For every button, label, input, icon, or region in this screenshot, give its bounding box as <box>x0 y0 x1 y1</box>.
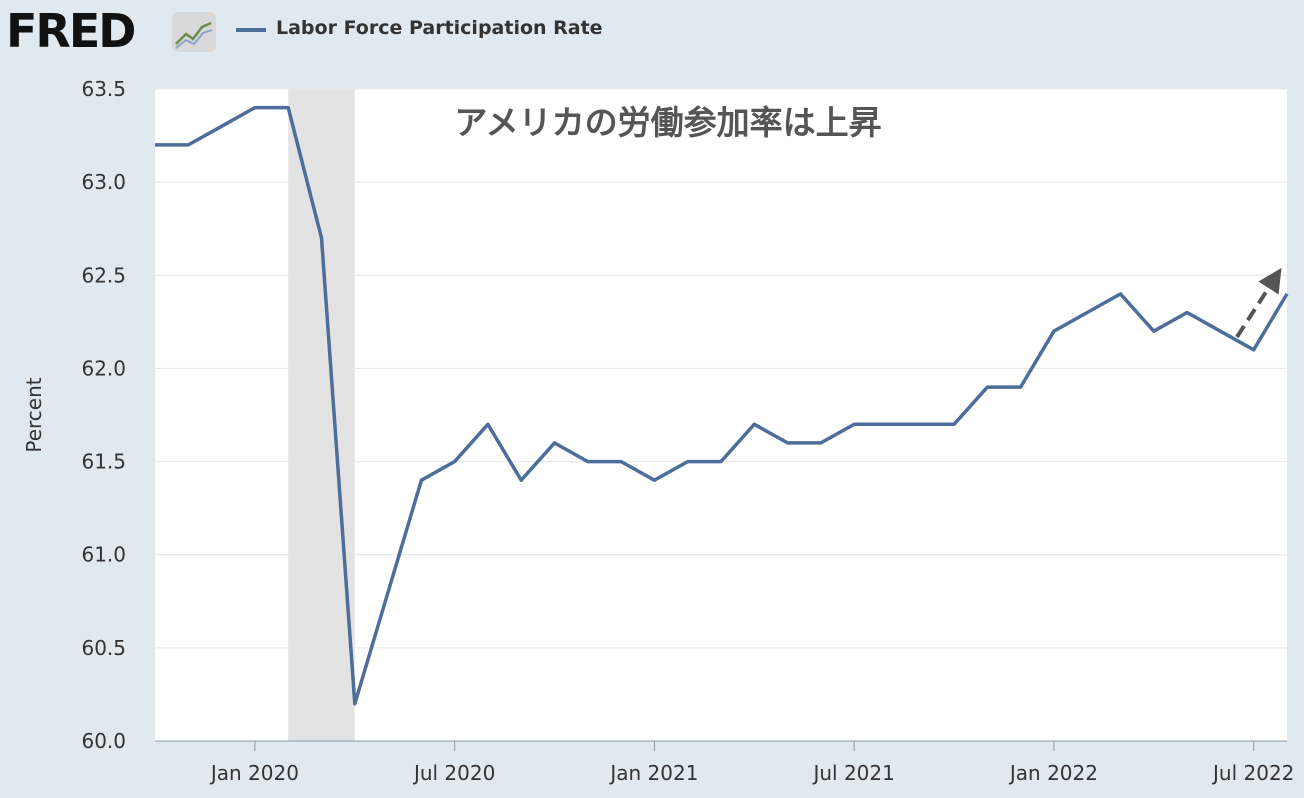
x-axis-ticks: Jan 2020 Jul 2020 Jan 2021 Jul 2021 Jan 2022… <box>209 741 1294 785</box>
y-tick-label: 63.5 <box>81 77 126 101</box>
x-tick-label: Jul 2021 <box>811 761 894 785</box>
y-tick-label: 60.5 <box>81 636 126 660</box>
fred-logo[interactable]: FRED <box>6 4 216 58</box>
recession-shading <box>288 89 355 741</box>
legend[interactable]: Labor Force Participation Rate <box>236 17 603 39</box>
x-tick-label: Jul 2022 <box>1211 761 1294 785</box>
x-tick-label: Jan 2021 <box>608 761 698 785</box>
x-tick-label: Jan 2022 <box>1008 761 1098 785</box>
x-tick-label: Jul 2020 <box>412 761 495 785</box>
y-axis-label: Percent <box>22 377 46 452</box>
logo-graph-icon <box>172 12 216 52</box>
series-layer <box>155 105 1289 706</box>
trend-arrow <box>1235 267 1282 339</box>
y-axis-ticks: 60.0 60.5 61.0 61.5 62.0 62.5 63.0 63.5 <box>81 77 126 753</box>
legend-label: Labor Force Participation Rate <box>276 17 603 39</box>
y-tick-label: 62.5 <box>81 263 126 287</box>
y-tick-label: 61.5 <box>81 450 126 474</box>
logo-text: FRED <box>6 4 134 58</box>
y-tick-label: 60.0 <box>81 729 126 753</box>
y-tick-label: 63.0 <box>81 170 126 194</box>
y-tick-label: 61.0 <box>81 543 126 567</box>
y-tick-label: 62.0 <box>81 356 126 380</box>
annotation-text: アメリカの労働参加率は上昇 <box>454 103 881 142</box>
series-line <box>155 105 1289 706</box>
gridlines <box>155 88 1287 649</box>
x-tick-label: Jan 2020 <box>209 761 299 785</box>
